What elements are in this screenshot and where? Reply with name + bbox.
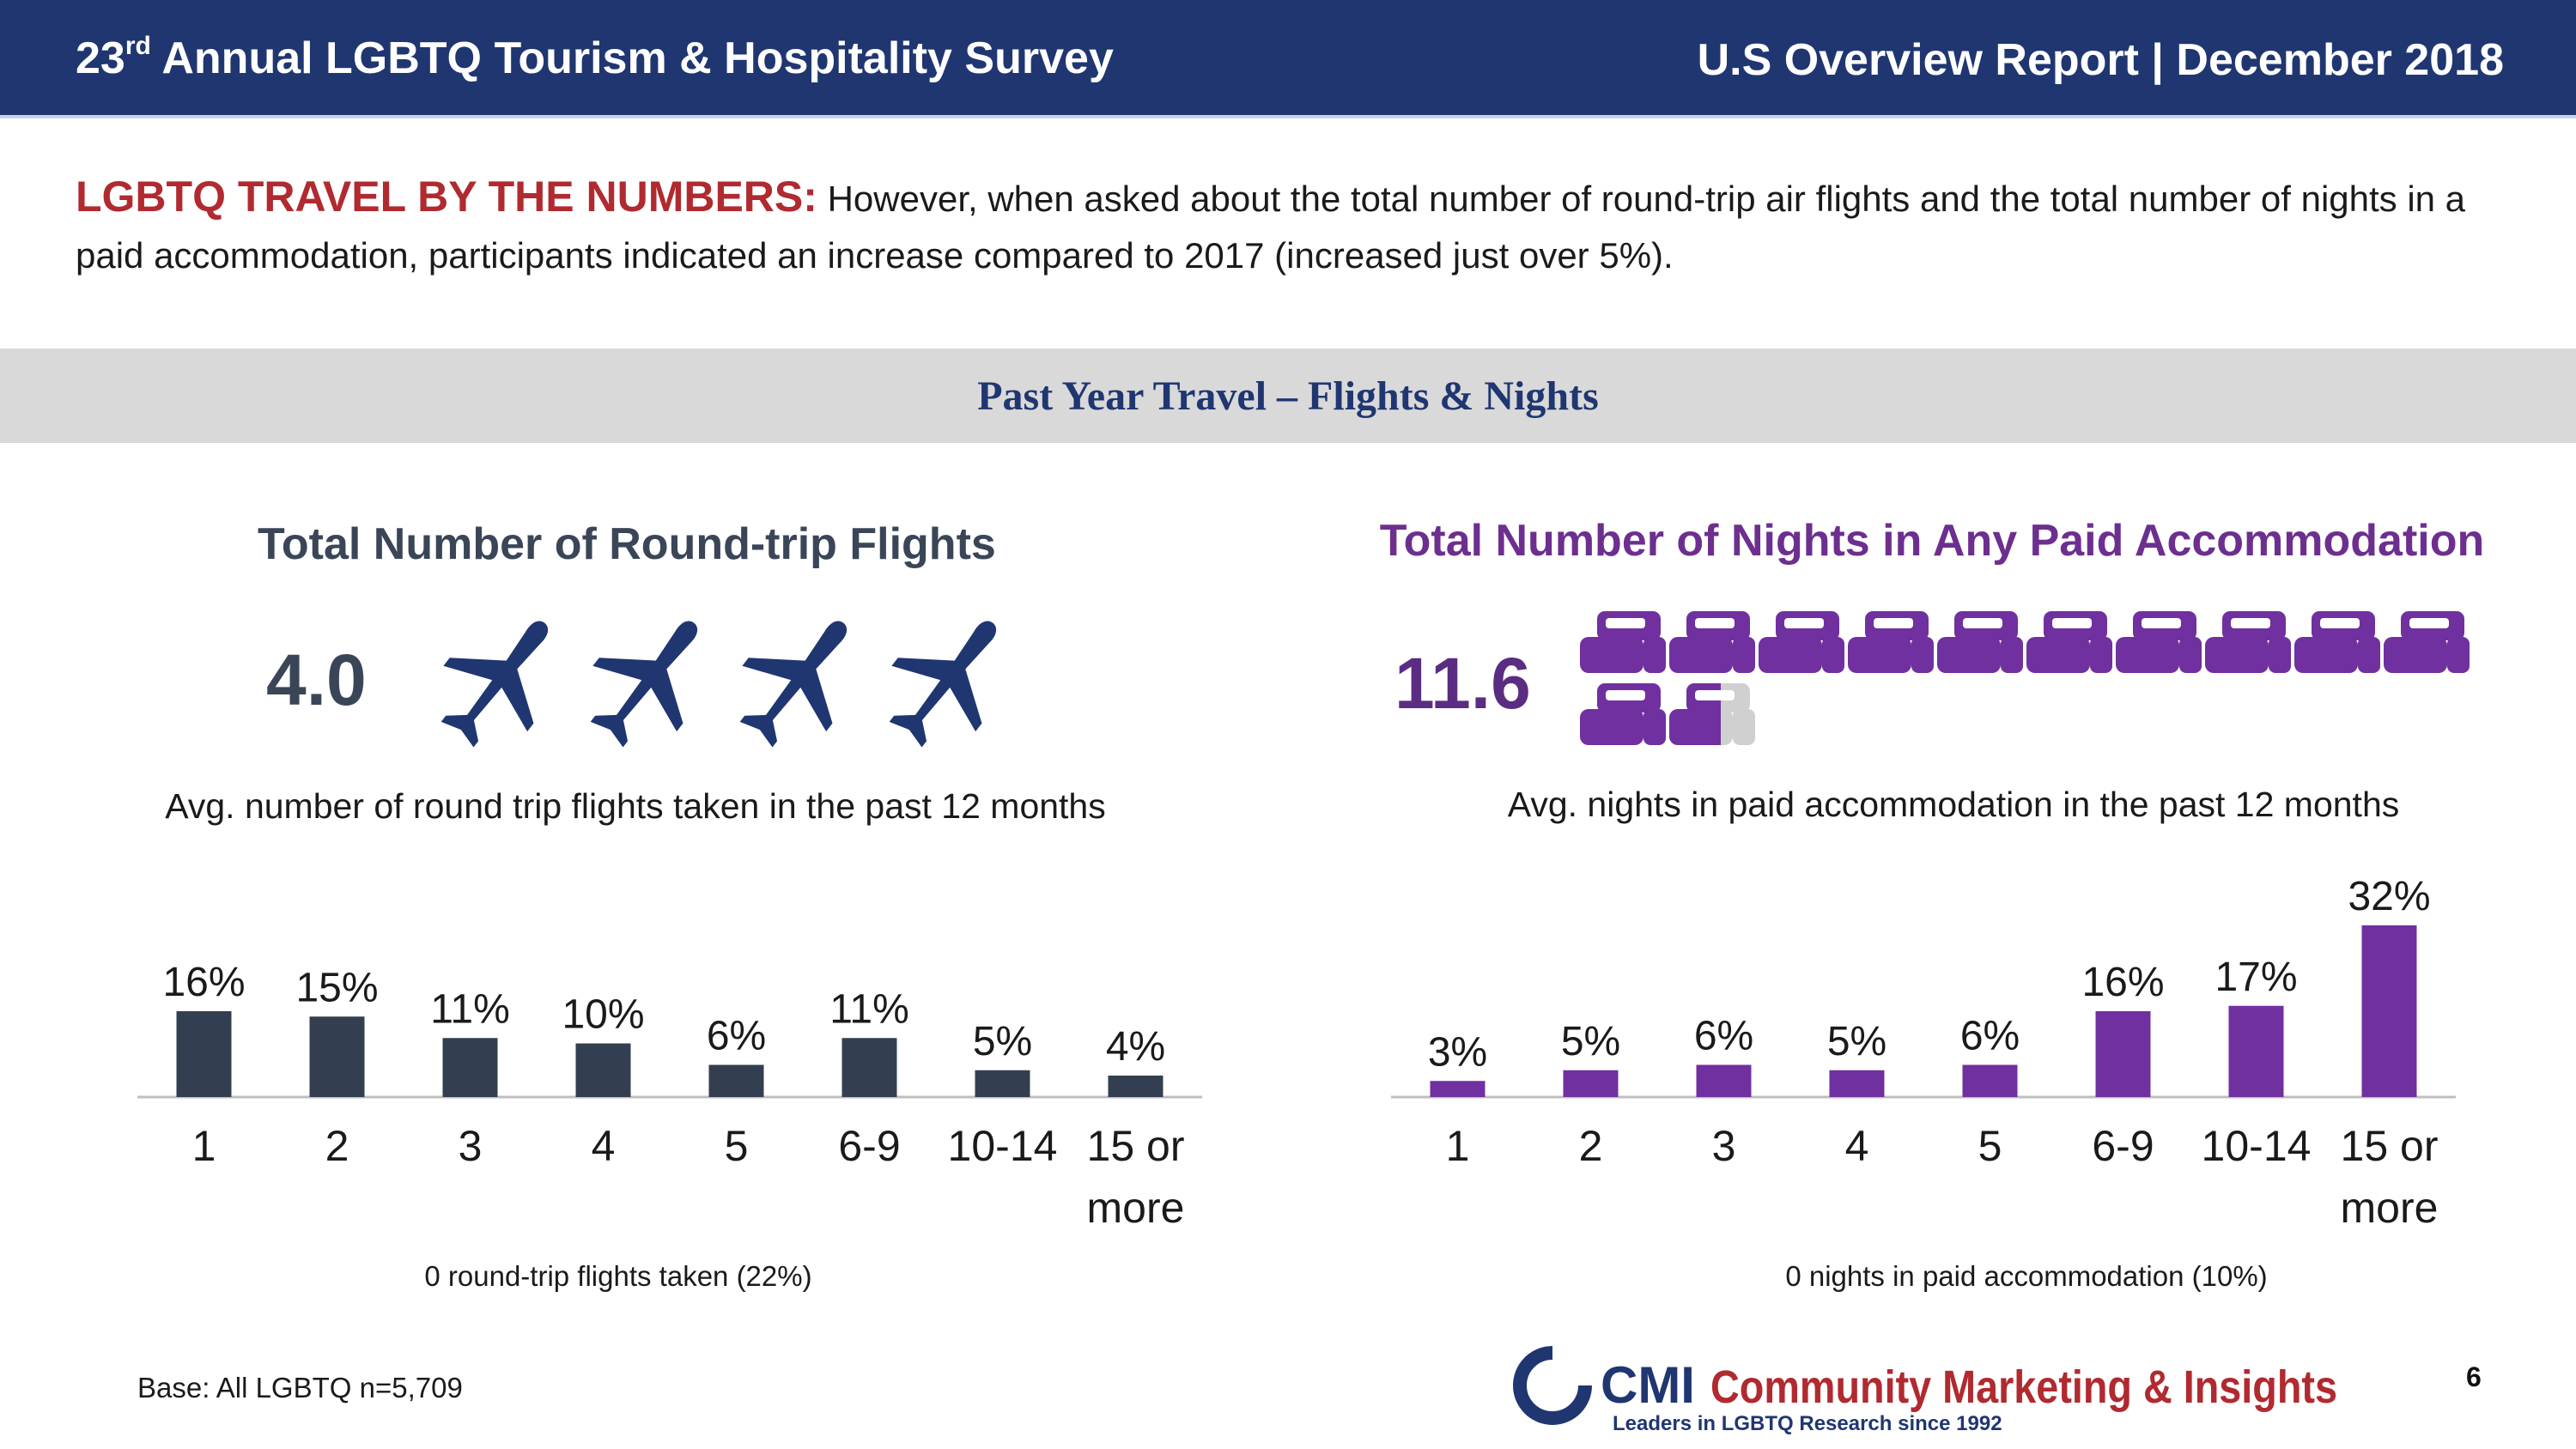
flights-category-label: 10-14 <box>948 1122 1058 1170</box>
nights-value-label: 32% <box>2348 874 2430 919</box>
intro-text: However, when asked about the total numb… <box>76 179 2466 276</box>
nights-category-label: 6-9 <box>2092 1122 2154 1170</box>
airplane-icon <box>564 590 737 767</box>
nights-bar <box>1563 1070 1619 1097</box>
nights-bar <box>2361 925 2417 1097</box>
nights-category-label: 15 or more <box>2341 1122 2439 1232</box>
flights-category-label: 5 <box>725 1122 749 1170</box>
intro-lead: LGBTQ TRAVEL BY THE NUMBERS: <box>76 173 817 221</box>
section-title: Past Year Travel – Flights & Nights <box>977 373 1599 419</box>
flights-bar-chart: 16% 1 15% 2 11% 3 10% 4 6% 5 11% 6-9 5% 10-14 4% 15 or m… <box>137 960 1202 1232</box>
intro-paragraph: LGBTQ TRAVEL BY THE NUMBERS: However, wh… <box>76 168 2514 284</box>
nights-value-label: 16% <box>2081 960 2164 1005</box>
flights-value-label: 10% <box>562 992 644 1038</box>
survey-title-text: Annual LGBTQ Tourism & Hospitality Surve… <box>150 33 1114 83</box>
nights-bar <box>1696 1064 1752 1097</box>
report-header <box>0 0 2576 118</box>
bed-icon <box>1669 611 1755 673</box>
nights-category-label: 1 <box>1446 1122 1470 1170</box>
nights-value-label: 5% <box>1827 1019 1886 1064</box>
flights-value-label: 5% <box>973 1019 1032 1064</box>
flights-value-label: 4% <box>1106 1024 1165 1070</box>
nights-category-label: 10-14 <box>2202 1122 2312 1170</box>
flights-caption: Avg. number of round trip flights taken … <box>165 786 1106 826</box>
base-note: Base: All LGBTQ n=5,709 <box>137 1372 463 1404</box>
nights-bar <box>2095 1011 2151 1097</box>
flights-value-label: 6% <box>707 1014 766 1059</box>
airplane-icon <box>863 590 1036 767</box>
company-logo: CMI Community Marketing & Insights Leade… <box>1513 1345 2337 1435</box>
airplane-icon <box>714 590 886 767</box>
flights-category-label: 3 <box>459 1122 483 1170</box>
nights-category-label: 5 <box>1978 1122 2002 1170</box>
flights-category-label: 6-9 <box>838 1122 900 1170</box>
flights-bar <box>975 1070 1030 1097</box>
nights-zero-note: 0 nights in paid accommodation (10%) <box>1785 1260 2268 1292</box>
bed-icon-row <box>1580 611 2470 745</box>
flights-value-label: 11% <box>829 986 909 1032</box>
bed-icon <box>1848 611 1934 673</box>
nights-bar <box>2228 1005 2284 1097</box>
nights-bar <box>1430 1081 1485 1097</box>
airplane-icon <box>415 590 587 767</box>
logo-tagline: Leaders in LGBTQ Research since 1992 <box>1613 1412 2002 1435</box>
bed-icon <box>2205 611 2291 673</box>
bed-icon <box>2026 611 2112 673</box>
nights-value-label: 5% <box>1561 1019 1620 1064</box>
flights-category-label: 1 <box>192 1122 216 1170</box>
report-date: U.S Overview Report | December 2018 <box>1697 35 2504 85</box>
flights-average: 4.0 <box>266 640 367 720</box>
bed-icon <box>2116 611 2202 673</box>
nights-value-label: 17% <box>2215 955 2297 1000</box>
nights-bar <box>1829 1070 1885 1097</box>
flights-bar <box>442 1038 498 1097</box>
nights-value-label: 6% <box>1960 1014 2020 1059</box>
bed-icon <box>1580 611 1666 673</box>
flights-category-label: 4 <box>592 1122 616 1170</box>
survey-title-number: 23 <box>76 33 125 83</box>
flights-title: Total Number of Round-trip Flights <box>258 519 996 569</box>
logo-name: Community Marketing & Insights <box>1710 1361 2337 1413</box>
bed-icon <box>1580 683 1666 745</box>
nights-value-label: 6% <box>1694 1014 1753 1059</box>
flights-category-label: 15 or more <box>1087 1122 1185 1232</box>
logo-abbr: CMI <box>1601 1356 1695 1414</box>
flights-bar <box>1108 1076 1163 1097</box>
nights-caption: Avg. nights in paid accommodation in the… <box>1507 785 2400 824</box>
flights-value-label: 11% <box>430 986 510 1032</box>
flights-zero-note: 0 round-trip flights taken (22%) <box>424 1260 812 1292</box>
bed-icon <box>1937 611 2023 673</box>
bed-icon <box>1759 611 1844 673</box>
flights-bar <box>708 1064 764 1097</box>
nights-title: Total Number of Nights in Any Paid Accom… <box>1379 516 2485 566</box>
flights-value-label: 15% <box>295 965 378 1010</box>
bed-icon <box>2294 611 2380 673</box>
nights-value-label: 3% <box>1428 1029 1487 1075</box>
flights-bar <box>575 1043 631 1097</box>
nights-category-label: 4 <box>1845 1122 1869 1170</box>
nights-average: 11.6 <box>1394 643 1531 724</box>
survey-title: 23rd Annual LGBTQ Tourism & Hospitality … <box>76 31 1114 84</box>
page-number: 6 <box>2466 1361 2482 1392</box>
flights-value-label: 16% <box>162 960 245 1005</box>
flights-category-label: 2 <box>325 1122 349 1170</box>
cmi-circle-icon <box>1513 1345 1593 1425</box>
nights-bar <box>1962 1064 2018 1097</box>
flights-bar <box>176 1011 232 1097</box>
section-band <box>0 349 2576 443</box>
flights-bar <box>841 1038 897 1097</box>
nights-bar-chart: 3% 1 5% 2 6% 3 5% 4 6% 5 16% 6-9 17% 10-14 32% 15 or mor… <box>1391 874 2456 1232</box>
nights-category-label: 2 <box>1579 1122 1603 1170</box>
nights-category-label: 3 <box>1712 1122 1736 1170</box>
flights-bar <box>309 1016 365 1097</box>
bed-icon <box>2384 611 2470 673</box>
survey-title-ordinal: rd <box>125 31 151 60</box>
airplane-icon-row <box>415 590 1036 767</box>
